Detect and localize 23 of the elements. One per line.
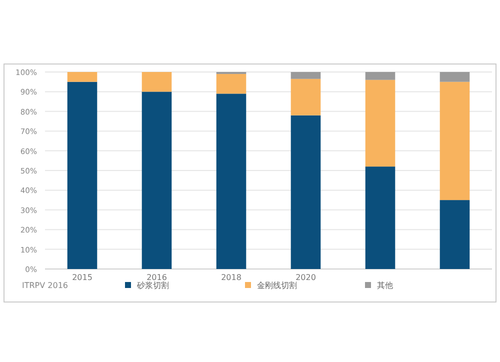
x-tick-label: 2015 bbox=[72, 273, 92, 282]
bar bbox=[216, 74, 246, 94]
bar bbox=[440, 82, 470, 200]
legend-label: 其他 bbox=[377, 281, 393, 290]
bar bbox=[290, 115, 321, 269]
bar bbox=[142, 92, 172, 269]
legend-label: 砂浆切割 bbox=[136, 281, 169, 290]
bar bbox=[290, 78, 321, 116]
bar bbox=[142, 72, 172, 92]
bar bbox=[67, 82, 98, 269]
bar bbox=[440, 200, 470, 269]
bar bbox=[216, 94, 246, 269]
bar bbox=[365, 72, 396, 80]
legend-label: 金刚线切割 bbox=[257, 281, 297, 290]
x-tick-label: 2020 bbox=[296, 273, 316, 282]
bar bbox=[365, 166, 396, 269]
bar bbox=[440, 72, 470, 82]
bar bbox=[290, 72, 321, 79]
bar bbox=[365, 80, 396, 167]
x-tick-label: 2016 bbox=[146, 273, 167, 282]
bar bbox=[67, 72, 98, 82]
text: ITRPV 2016 bbox=[22, 281, 68, 290]
x-tick-label: 2018 bbox=[221, 273, 242, 282]
